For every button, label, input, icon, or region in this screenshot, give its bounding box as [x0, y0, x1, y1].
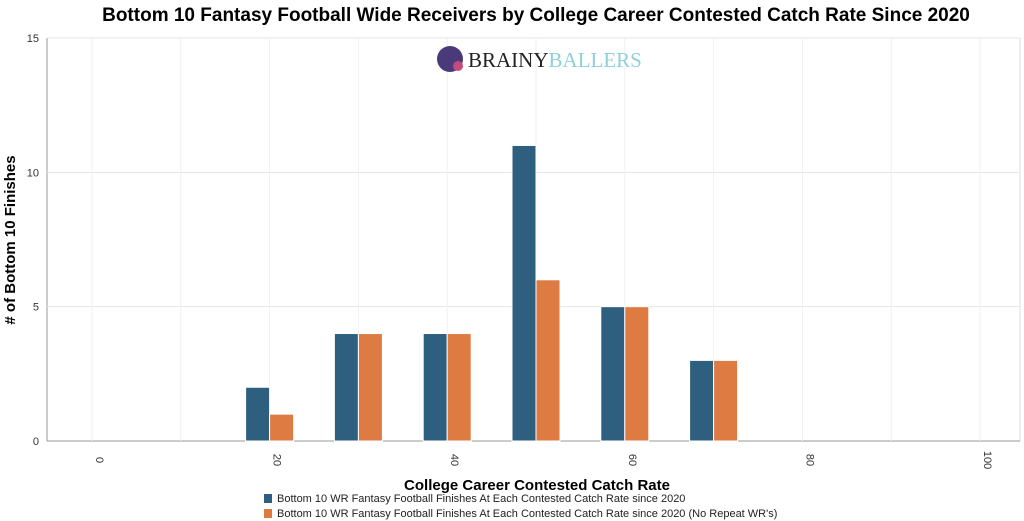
x-tick-label: 100 — [981, 451, 993, 469]
bars — [245, 144, 739, 442]
bar-series2 — [357, 333, 383, 442]
chart-title: Bottom 10 Fantasy Football Wide Receiver… — [102, 5, 970, 26]
logo-text-2: BALLERS — [549, 48, 642, 72]
y-tick-label: 10 — [27, 167, 39, 179]
y-tick-label: 5 — [33, 302, 39, 314]
bar-series1 — [422, 333, 448, 442]
bar-series2 — [535, 279, 561, 442]
bar-series2 — [269, 413, 295, 442]
y-tick-label: 0 — [33, 436, 39, 448]
y-axis-label: # of Bottom 10 Finishes — [2, 155, 19, 324]
x-tick-label: 80 — [803, 454, 815, 466]
legend-label-1: Bottom 10 WR Fantasy Football Finishes A… — [277, 493, 685, 505]
svg-text:BRAINYBALLERS: BRAINYBALLERS — [468, 48, 642, 72]
y-ticks: 0 5 10 15 — [27, 33, 39, 448]
legend-label-2: Bottom 10 WR Fantasy Football Finishes A… — [277, 508, 777, 520]
x-tick-label: 40 — [448, 454, 460, 466]
x-ticks: 0 20 40 60 80 100 — [93, 451, 993, 469]
y-tick-label: 15 — [27, 33, 39, 45]
legend-swatch-1 — [264, 494, 272, 503]
bar-series2 — [713, 359, 739, 442]
logo-text-1: BRAINY — [468, 48, 549, 72]
x-tick-label: 60 — [626, 454, 638, 466]
bar-series2 — [624, 306, 650, 442]
bar-series1 — [689, 359, 715, 442]
legend-swatch-2 — [264, 509, 272, 518]
bar-series1 — [245, 386, 271, 442]
logo: BRAINYBALLERS — [437, 46, 642, 72]
bar-series1 — [333, 333, 359, 442]
x-axis-label: College Career Contested Catch Rate — [404, 477, 670, 494]
x-tick-label: 20 — [271, 454, 283, 466]
x-tick-label: 0 — [93, 457, 105, 463]
bar-series1 — [600, 306, 626, 442]
bar-series1 — [511, 144, 537, 442]
legend: Bottom 10 WR Fantasy Football Finishes A… — [264, 493, 777, 520]
bar-series2 — [446, 333, 472, 442]
